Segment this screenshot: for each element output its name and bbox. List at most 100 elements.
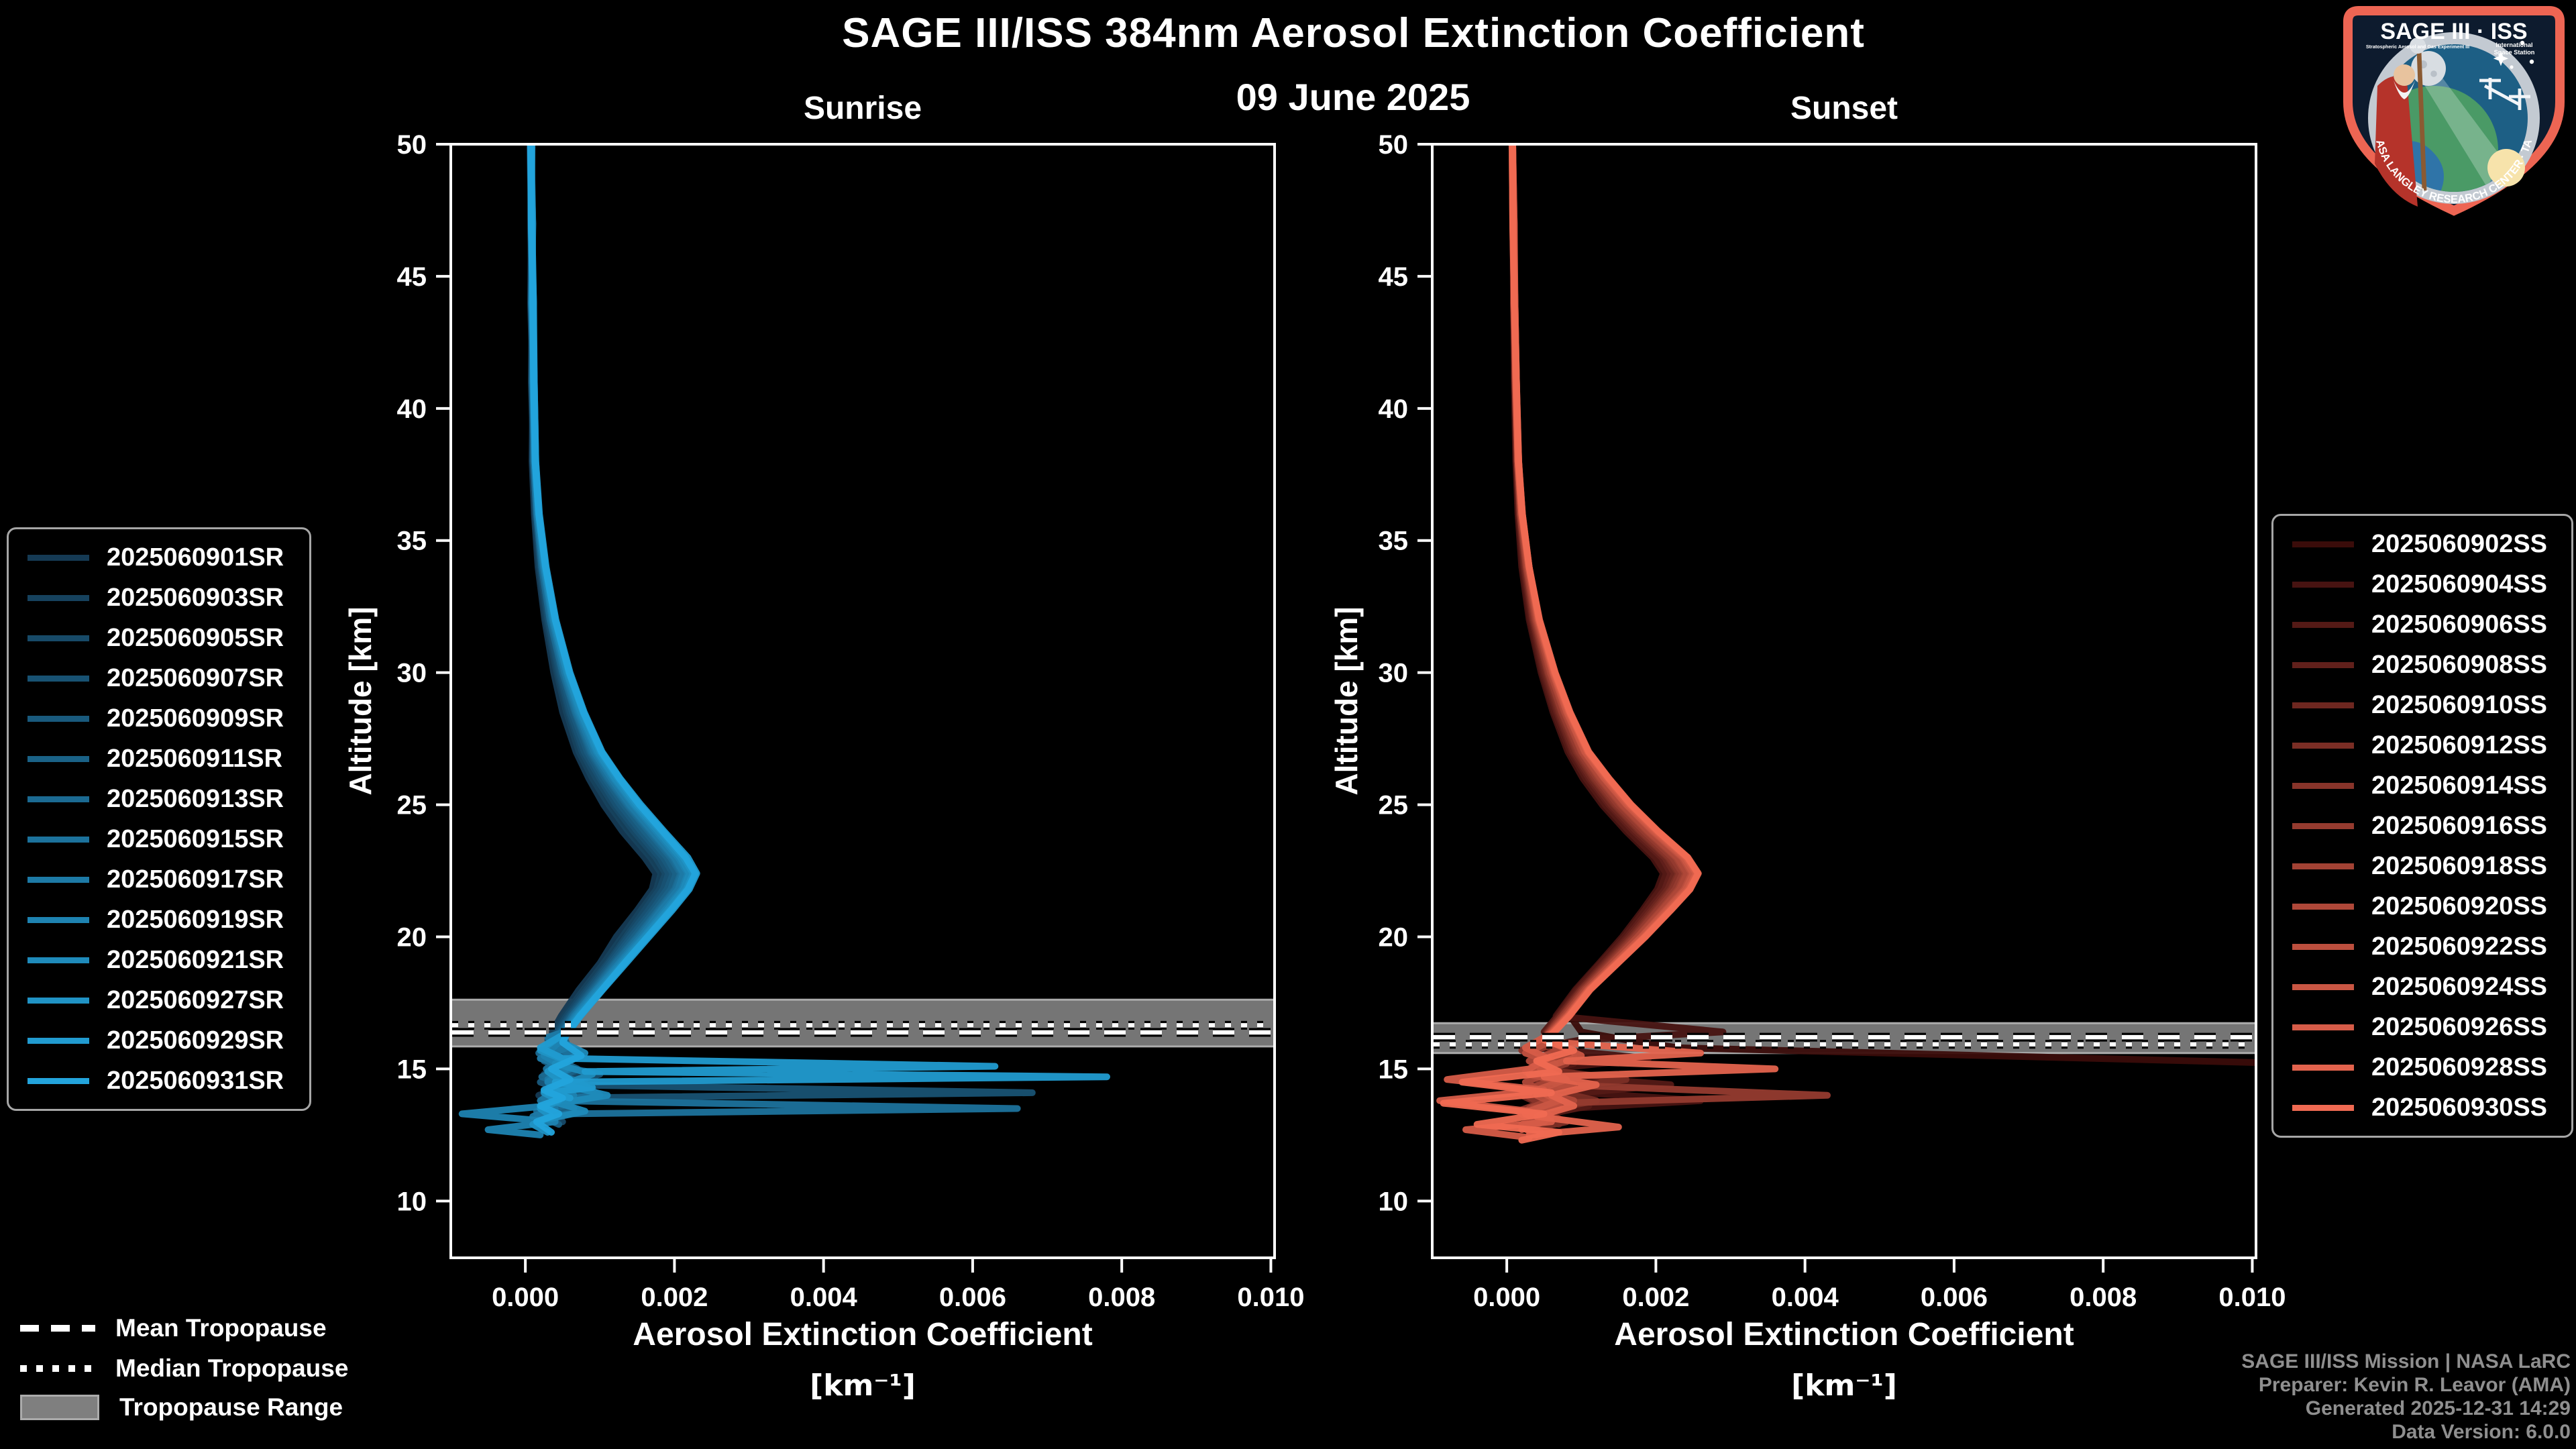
attribution-block: SAGE III/ISS Mission | NASA LaRC Prepare… [2241, 1350, 2571, 1444]
patch-sun [2487, 149, 2525, 186]
legend-line-swatch [2292, 1024, 2354, 1030]
legend-item: 2025060924SS [2283, 967, 2562, 1007]
legend-event-id: 2025060931SR [107, 1066, 284, 1095]
legend-line-swatch [2292, 983, 2354, 990]
legend-line-swatch [2292, 702, 2354, 708]
x-tick-label: 0.004 [1772, 1283, 1839, 1312]
legend-line-swatch [28, 1037, 89, 1044]
legend-item: 2025060908SS [2283, 645, 2562, 685]
y-axis-label-sunset: Altitude [km] [1329, 606, 1364, 796]
x-axis-label-sunrise: Aerosol Extinction Coefficient [633, 1317, 1093, 1352]
legend-line-swatch [2292, 742, 2354, 749]
legend-line-swatch [28, 715, 89, 722]
attribution-mission: SAGE III/ISS Mission | NASA LaRC [2241, 1350, 2571, 1373]
legend-item: 2025060912SS [2283, 725, 2562, 765]
x-tick-label: 0.000 [1473, 1283, 1540, 1312]
legend-event-id: 2025060914SS [2371, 771, 2548, 800]
legend-event-id: 2025060919SR [107, 905, 284, 934]
x-tick-label: 0.010 [1237, 1283, 1304, 1312]
x-tick-label: 0.008 [1088, 1283, 1155, 1312]
x-axis-unit-sunset: [km⁻¹] [1791, 1368, 1897, 1403]
legend-line-swatch [2292, 1104, 2354, 1111]
legend-line-swatch [2292, 541, 2354, 547]
legend-line-swatch [28, 675, 89, 682]
legend-line-swatch [28, 554, 89, 561]
attribution-preparer: Preparer: Kevin R. Leavor (AMA) [2258, 1374, 2571, 1396]
legend-line-swatch [28, 876, 89, 883]
median-tropopause-label: Median Tropopause [115, 1354, 349, 1382]
profile-line [1508, 144, 1831, 1123]
legend-item: 2025060911SR [18, 739, 300, 779]
patch-subtitle-left: Stratospheric Aerosol and Gas Experiment… [2366, 44, 2469, 50]
legend-item: 2025060930SS [2283, 1087, 2562, 1128]
y-tick-label: 30 [397, 659, 427, 688]
y-tick-label: 10 [1379, 1187, 1409, 1216]
patch-iss [2479, 78, 2530, 110]
x-tick-label: 0.010 [2218, 1283, 2286, 1312]
legend-line-swatch [28, 997, 89, 1004]
x-axis-unit-sunrise: [km⁻¹] [810, 1368, 916, 1403]
y-tick-label: 35 [397, 527, 427, 556]
legend-sunrise-events: 2025060901SR 2025060903SR 2025060905SR 2025… [7, 527, 311, 1111]
plot-sunset: 0.000 0.002 0.004 0.006 0.008 0.010 10 15 20 25 30… [1379, 130, 2286, 1312]
legend-event-id: 2025060913SR [107, 784, 284, 813]
sunrise-profiles [458, 144, 1110, 1138]
patch-subtitle-right-2: Space Station [2494, 49, 2535, 56]
x-tick-label: 0.006 [1921, 1283, 1988, 1312]
patch-light-beam [2415, 59, 2514, 188]
x-tick-label: 0.008 [2070, 1283, 2137, 1312]
patch-stars [2493, 40, 2534, 69]
legend-event-id: 2025060927SR [107, 985, 284, 1014]
legend-line-swatch [28, 594, 89, 601]
y-tick-label: 45 [397, 262, 427, 292]
x-tick-label: 0.000 [492, 1283, 559, 1312]
legend-event-id: 2025060911SR [107, 744, 283, 773]
legend-item: 2025060929SR [18, 1020, 300, 1061]
legend-event-id: 2025060906SS [2371, 610, 2548, 639]
legend-event-id: 2025060910SS [2371, 690, 2548, 719]
mean-tropopause-label: Mean Tropopause [115, 1314, 327, 1342]
panel-title-sunrise: Sunrise [803, 91, 922, 126]
legend-item: 2025060928SS [2283, 1047, 2562, 1087]
patch-figure [2375, 38, 2427, 207]
y-tick-label: 35 [1379, 527, 1409, 556]
x-axis-label-sunset: Aerosol Extinction Coefficient [1614, 1317, 2074, 1352]
plot-sunrise: 0.000 0.002 0.004 0.006 0.008 0.010 10 15 20 25 30… [397, 130, 1305, 1312]
legend-event-id: 2025060928SS [2371, 1053, 2548, 1081]
attribution-data-version: Data Version: 6.0.0 [2392, 1421, 2571, 1443]
legend-item: 2025060910SS [2283, 685, 2562, 725]
legend-item-median-tropopause: Median Tropopause [20, 1352, 348, 1385]
legend-item: 2025060920SS [2283, 886, 2562, 926]
legend-line-swatch [2292, 903, 2354, 910]
profile-line [527, 144, 693, 1123]
legend-line-swatch [2292, 822, 2354, 829]
y-tick-label: 20 [1379, 922, 1409, 952]
legend-event-id: 2025060920SS [2371, 892, 2548, 920]
legend-event-id: 2025060915SR [107, 824, 284, 853]
legend-event-id: 2025060909SR [107, 704, 284, 733]
legend-line-swatch [2292, 661, 2354, 668]
legend-event-id: 2025060916SS [2371, 811, 2548, 840]
sage-iii-iss-mission-patch: SAGE III · ISS Stratospheric Aerosol and… [2340, 3, 2565, 216]
legend-item: 2025060905SR [18, 618, 300, 658]
legend-event-id: 2025060921SR [107, 945, 284, 974]
legend-event-id: 2025060929SR [107, 1026, 284, 1055]
mean-tropopause-dash-swatch [20, 1325, 95, 1332]
legend-item: 2025060916SS [2283, 806, 2562, 846]
profile-line [1436, 144, 1700, 1141]
legend-item: 2025060917SR [18, 859, 300, 900]
y-tick-label: 20 [397, 922, 427, 952]
legend-item: 2025060913SR [18, 779, 300, 819]
legend-event-id: 2025060901SR [107, 543, 284, 572]
plot-frame [1431, 143, 2257, 1259]
sunset-profiles [1436, 144, 2256, 1144]
legend-event-id: 2025060904SS [2371, 570, 2548, 598]
legend-line-swatch [2292, 621, 2354, 628]
legend-item: 2025060918SS [2283, 846, 2562, 886]
legend-item: 2025060907SR [18, 658, 300, 698]
page-title: SAGE III/ISS 384nm Aerosol Extinction Co… [842, 10, 1865, 56]
panel-title-sunset: Sunset [1790, 91, 1898, 126]
legend-sunset-events: 2025060902SS 2025060904SS 2025060906SS 2025… [2271, 514, 2573, 1138]
